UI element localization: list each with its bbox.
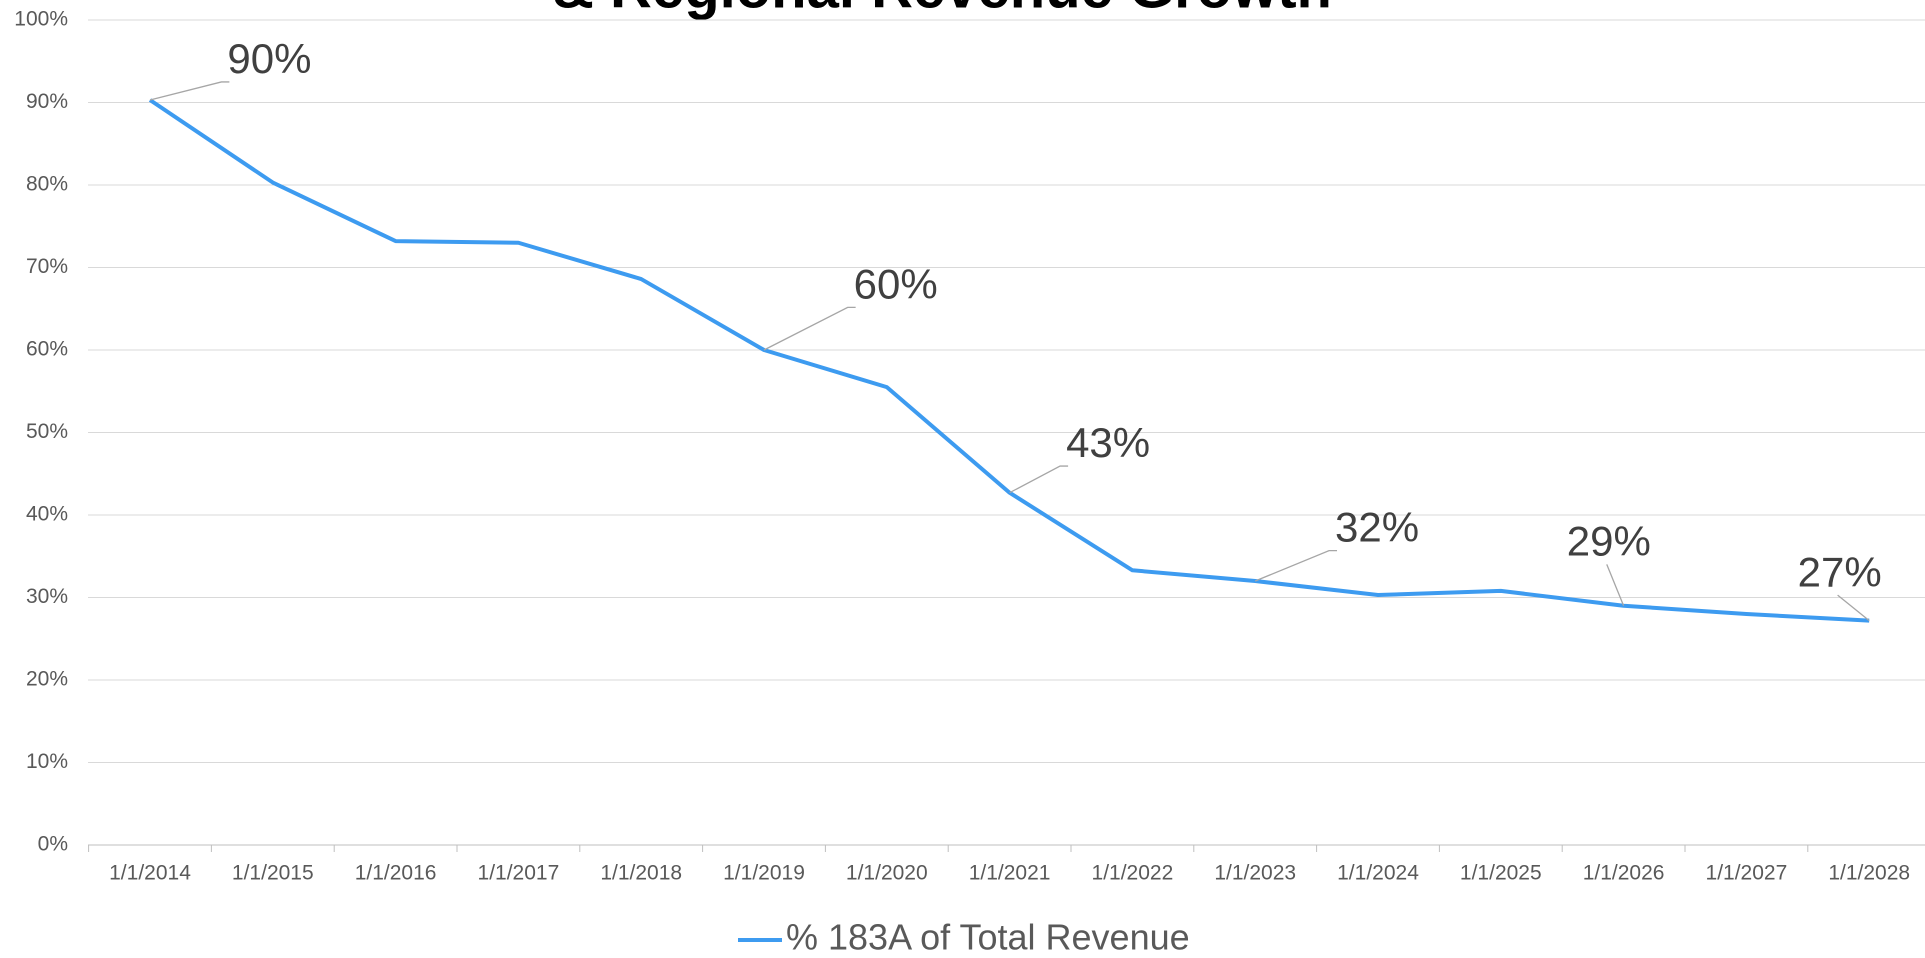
x-tick-label: 1/1/2016 [355,862,437,885]
leader-line [1606,564,1625,606]
x-tick-label: 1/1/2024 [1337,862,1419,885]
y-tick-label: 0% [38,833,68,856]
x-tick-label: 1/1/2020 [846,862,928,885]
x-tick-label: 1/1/2019 [723,862,805,885]
y-tick-label: 10% [26,750,68,773]
leader-line [1837,594,1870,622]
data-label: 90% [227,35,311,82]
x-tick-label: 1/1/2021 [969,862,1051,885]
x-tick-label: 1/1/2028 [1828,862,1910,885]
y-tick-label: 30% [26,585,68,608]
data-label: 27% [1798,548,1882,595]
leader-line [149,81,230,101]
leader-line [1254,550,1338,582]
x-tick-label: 1/1/2017 [478,862,560,885]
y-tick-label: 90% [26,90,68,113]
y-tick-label: 20% [26,668,68,691]
y-tick-label: 100% [14,8,68,31]
data-label: 32% [1335,504,1419,551]
data-label: 43% [1066,419,1150,466]
x-tick-label: 1/1/2025 [1460,862,1542,885]
chart-title: & Regional Revenue Growth [552,0,1332,20]
x-tick-label: 1/1/2023 [1214,862,1296,885]
x-tick-label: 1/1/2027 [1706,862,1788,885]
legend-label: % 183A of Total Revenue [786,917,1190,958]
x-tick-label: 1/1/2026 [1583,862,1665,885]
y-tick-label: 50% [26,420,68,443]
data-label: 29% [1567,517,1651,564]
y-tick-label: 40% [26,503,68,526]
leader-line [763,306,856,351]
x-tick-label: 1/1/2015 [232,862,314,885]
y-tick-label: 60% [26,338,68,361]
leader-line [1009,465,1069,494]
x-tick-label: 1/1/2014 [109,862,191,885]
x-tick-label: 1/1/2018 [600,862,682,885]
x-tick-label: 1/1/2022 [1092,862,1174,885]
data-label: 60% [854,260,938,307]
y-tick-label: 70% [26,255,68,278]
y-tick-label: 80% [26,173,68,196]
